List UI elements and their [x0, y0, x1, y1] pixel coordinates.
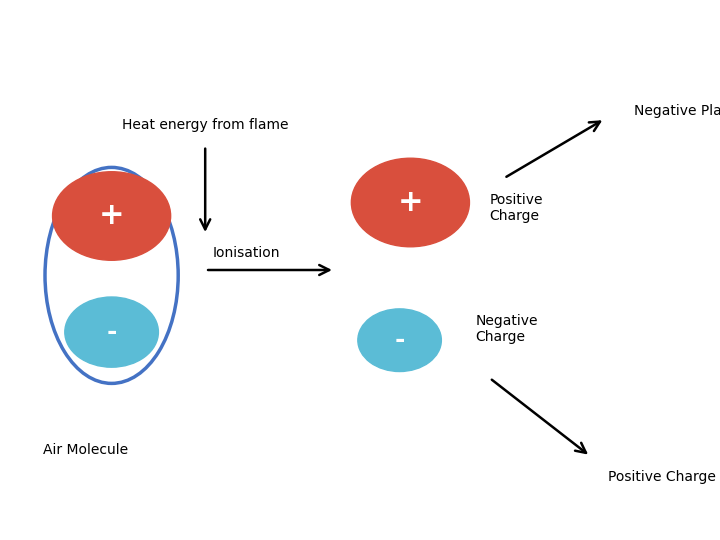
Circle shape	[53, 172, 171, 260]
Circle shape	[358, 309, 441, 372]
Text: -: -	[395, 328, 405, 352]
Circle shape	[351, 158, 469, 247]
Text: Positive
Charge: Positive Charge	[490, 193, 543, 223]
Text: Negative
Charge: Negative Charge	[475, 314, 538, 345]
Text: Ionisation: Ionisation	[212, 246, 280, 260]
Text: -: -	[107, 320, 117, 344]
Text: Heat energy from flame: Heat energy from flame	[122, 118, 289, 132]
Text: Air Molecule: Air Molecule	[43, 443, 128, 457]
Text: +: +	[99, 201, 125, 231]
Text: Negative Plate: Negative Plate	[634, 104, 720, 118]
Text: Positive Charge: Positive Charge	[608, 470, 716, 484]
Text: +: +	[397, 188, 423, 217]
Circle shape	[65, 297, 158, 367]
